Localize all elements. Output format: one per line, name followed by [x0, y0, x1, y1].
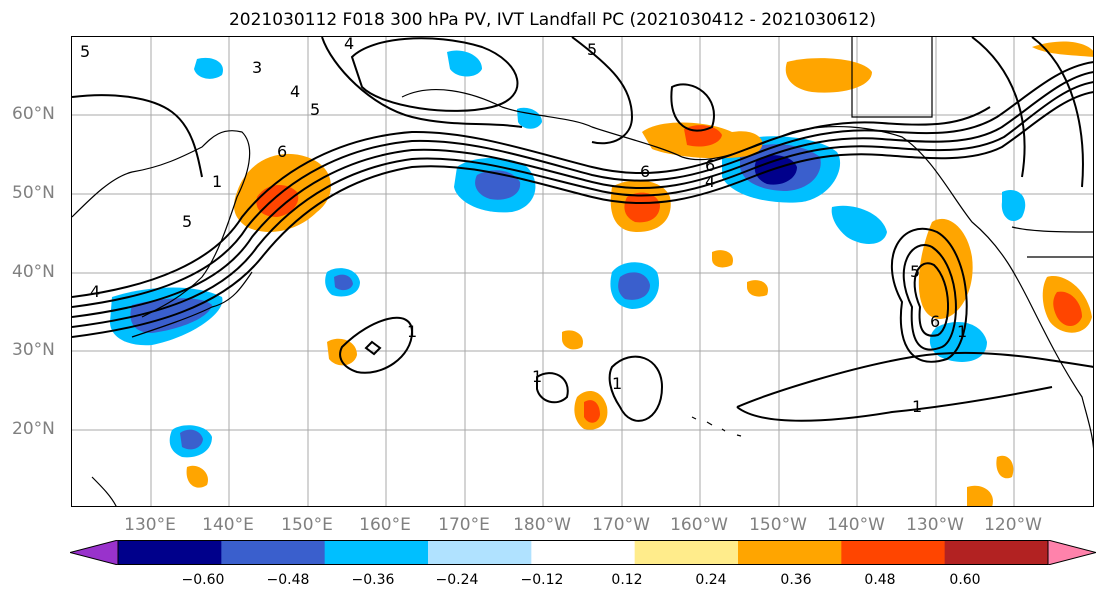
lon-label: 130°E — [124, 515, 176, 535]
lon-label: 170°E — [438, 515, 490, 535]
lat-label: 40°N — [12, 262, 55, 282]
coastlines — [72, 37, 1093, 506]
lon-label: 180°W — [513, 515, 571, 535]
colorbar — [70, 540, 1096, 565]
svg-text:1: 1 — [212, 172, 222, 191]
svg-text:4: 4 — [90, 282, 100, 301]
pv-shading — [110, 41, 1093, 506]
colorbar-segment — [738, 540, 842, 565]
lon-label: 140°W — [827, 515, 885, 535]
colorbar-segment — [221, 540, 326, 565]
svg-text:1: 1 — [612, 374, 622, 393]
colorbar-extend-low — [70, 540, 119, 565]
colorbar-tick: 0.12 — [611, 572, 643, 588]
svg-text:1: 1 — [912, 397, 922, 416]
lat-label: 50°N — [12, 183, 55, 203]
contour-labels: 5 4 3 4 5 6 5 6 6 4 1 5 4 1 1 1 1 1 5 6 — [80, 37, 967, 416]
svg-text:6: 6 — [930, 312, 940, 331]
figure-title: 2021030112 F018 300 hPa PV, IVT Landfall… — [228, 10, 876, 30]
colorbar-tick: 0.48 — [864, 572, 896, 588]
lon-label: 170°W — [592, 515, 650, 535]
lon-label: 140°E — [202, 515, 254, 535]
lon-label: 130°W — [906, 515, 964, 535]
colorbar-tick: −0.60 — [181, 572, 225, 588]
colorbar-segment — [118, 540, 222, 565]
lon-label: 150°E — [281, 515, 333, 535]
map-panel: 5 4 3 4 5 6 5 6 6 4 1 5 4 1 1 1 1 1 5 6 — [71, 36, 1094, 507]
svg-text:5: 5 — [80, 42, 90, 61]
lon-label: 150°W — [749, 515, 807, 535]
svg-text:3: 3 — [252, 58, 262, 77]
svg-text:5: 5 — [310, 100, 320, 119]
colorbar-segment — [841, 540, 946, 565]
colorbar-segment — [324, 540, 429, 565]
map-svg: 5 4 3 4 5 6 5 6 6 4 1 5 4 1 1 1 1 1 5 6 — [72, 37, 1093, 506]
svg-text:4: 4 — [705, 172, 715, 191]
svg-text:5: 5 — [587, 40, 597, 59]
svg-text:4: 4 — [290, 82, 300, 101]
pv-contours — [72, 37, 1093, 422]
colorbar-tick: −0.36 — [351, 572, 395, 588]
svg-text:1: 1 — [407, 322, 417, 341]
colorbar-segment — [531, 540, 636, 565]
colorbar-tick: 0.24 — [695, 572, 727, 588]
colorbar-tick: −0.24 — [435, 572, 479, 588]
svg-text:6: 6 — [640, 162, 650, 181]
svg-text:4: 4 — [344, 37, 354, 53]
lat-label: 60°N — [12, 104, 55, 124]
colorbar-tick: −0.48 — [266, 572, 310, 588]
colorbar-segment — [634, 540, 739, 565]
colorbar-extend-high — [1047, 540, 1096, 565]
svg-text:6: 6 — [705, 156, 715, 175]
colorbar-tick: 0.60 — [949, 572, 981, 588]
svg-text:5: 5 — [182, 212, 192, 231]
svg-text:6: 6 — [277, 142, 287, 161]
svg-text:1: 1 — [957, 322, 967, 341]
lat-label: 20°N — [12, 419, 55, 439]
colorbar-segment — [428, 540, 532, 565]
lon-label: 160°W — [670, 515, 728, 535]
colorbar-segment — [944, 540, 1049, 565]
colorbar-tick: −0.12 — [520, 572, 564, 588]
lon-label: 120°W — [984, 515, 1042, 535]
lat-label: 30°N — [12, 340, 55, 360]
svg-text:1: 1 — [532, 367, 542, 386]
lon-label: 160°E — [359, 515, 411, 535]
svg-text:5: 5 — [910, 262, 920, 281]
colorbar-border — [117, 540, 1049, 565]
colorbar-tick: 0.36 — [780, 572, 812, 588]
